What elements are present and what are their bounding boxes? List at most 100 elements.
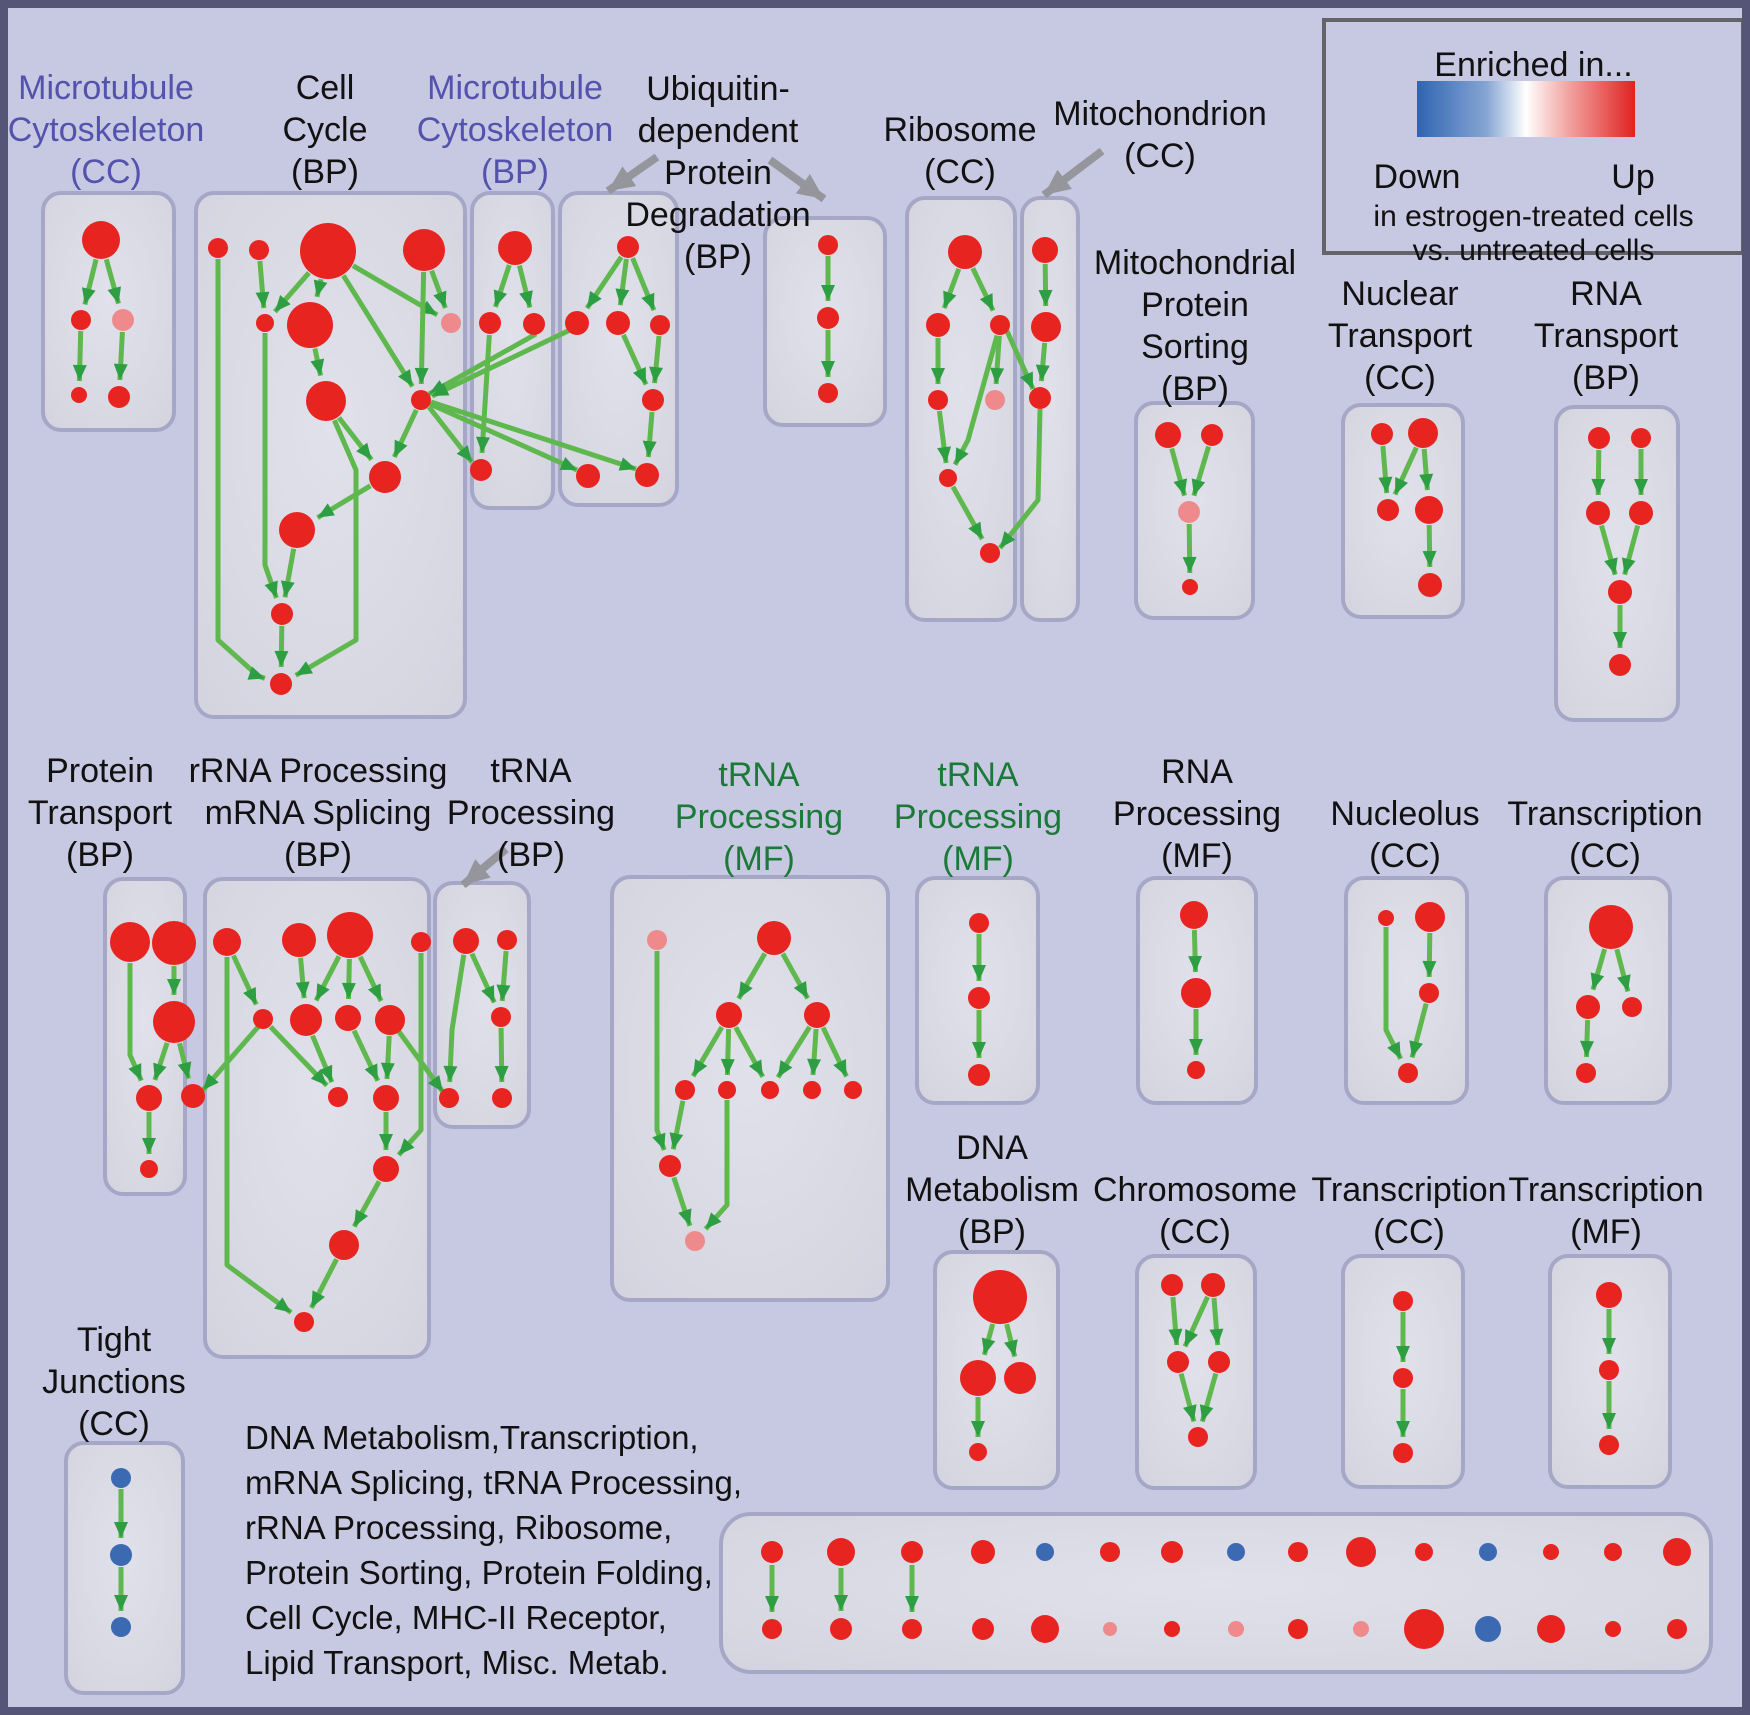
ribosome-node-4	[985, 390, 1005, 410]
strip-bottom-node-10	[1404, 1609, 1444, 1649]
strip-top-node-2	[901, 1541, 923, 1563]
trna-processing-mf-big-node-9	[659, 1155, 681, 1177]
trna-processing-mf-small-node-1	[968, 987, 990, 1009]
ubiquitin-degradation-a-box	[558, 191, 679, 507]
label-rna-transport-bp: RNA Transport (BP)	[1533, 275, 1679, 397]
microtubule-cytoskeleton-cc-edge	[103, 258, 122, 305]
strip-top-node-9	[1346, 1537, 1376, 1567]
rna-transport-node-3	[1629, 501, 1653, 525]
ubiquitin-degradation-a-edge	[649, 335, 664, 384]
label-nucleolus-cc: Nucleolus (CC)	[1330, 795, 1480, 875]
cross-edge-1	[430, 327, 572, 399]
dna-metabolism-box	[933, 1250, 1060, 1490]
transcription-cc-bot-node-1	[1393, 1368, 1413, 1388]
rrna-processing-mrna-splicing-edge	[309, 1258, 339, 1309]
label-microtubule-cytoskeleton-bp: Microtubule Cytoskeleton (BP)	[416, 69, 614, 191]
strip-bottom-node-8	[1288, 1619, 1308, 1639]
cross-edge-2	[427, 405, 474, 464]
rrna-processing-mrna-splicing-edge	[357, 955, 384, 1003]
strip-bottom-node-5	[1103, 1622, 1117, 1636]
ribosome-edge	[952, 334, 1000, 466]
strip-top-node-11	[1479, 1543, 1497, 1561]
nucleolus-node-1	[1415, 902, 1445, 932]
ubiquitin-degradation-a-node-3	[650, 315, 670, 335]
trna-processing-bp-edge	[469, 952, 497, 1004]
cell-cycle-node-9	[369, 461, 401, 493]
rrna-processing-mrna-splicing-box	[203, 877, 431, 1359]
microtubule-cytoskeleton-bp-node-1	[479, 312, 501, 334]
mitochondrial-protein-sorting-node-0	[1155, 422, 1181, 448]
dna-metabolism-edge	[981, 1323, 996, 1356]
chromosome-edge	[1182, 1295, 1210, 1348]
rrna-processing-mrna-splicing-edge	[380, 1035, 395, 1080]
label-transcription-cc-bot: Transcription (CC)	[1311, 1171, 1507, 1251]
microtubule-cytoskeleton-bp-edge	[476, 334, 492, 454]
chromosome-box	[1135, 1254, 1257, 1490]
rna-transport-node-5	[1609, 654, 1631, 676]
trna-processing-bp-node-3	[439, 1088, 459, 1108]
trna-processing-bp-node-1	[497, 930, 517, 950]
rrna-processing-mrna-splicing-edge	[352, 1180, 382, 1228]
cell-cycle-node-10	[279, 512, 315, 548]
transcription-cc-mid-node-3	[1576, 1063, 1596, 1083]
nucleolus-node-0	[1378, 910, 1394, 926]
pointer-arrow-3	[460, 845, 509, 889]
chromosome-node-2	[1167, 1351, 1189, 1373]
nucleolus-edge	[1409, 1002, 1429, 1059]
rna-transport-node-2	[1586, 501, 1610, 525]
cell-cycle-node-2	[300, 223, 356, 279]
chromosome-node-0	[1161, 1274, 1183, 1296]
tight-junctions-node-1	[110, 1544, 132, 1566]
cell-cycle-edge	[316, 483, 372, 520]
label-nuclear-transport-cc: Nuclear Transport (CC)	[1327, 275, 1473, 397]
nuclear-transport-node-2	[1377, 499, 1399, 521]
mitochondrion-node-1	[1031, 312, 1061, 342]
ubiquitin-degradation-a-edge	[630, 257, 657, 312]
rrna-processing-mrna-splicing-node-4	[253, 1009, 273, 1029]
label-mitochondrion-cc: Mitochondrion (CC)	[1053, 95, 1267, 175]
chromosome-edge	[1168, 1296, 1183, 1346]
rna-transport-node-1	[1631, 428, 1651, 448]
strip-top-node-14	[1663, 1538, 1691, 1566]
rrna-processing-mrna-splicing-edge	[313, 955, 342, 1002]
bottom-strip	[719, 1512, 1713, 1674]
trna-processing-mf-big-edge	[720, 1028, 735, 1076]
trna-processing-bp-node-4	[492, 1088, 512, 1108]
strip-bottom-node-3	[972, 1618, 994, 1640]
microtubule-cytoskeleton-cc-node-2	[112, 309, 134, 331]
protein-transport-node-2	[153, 1001, 195, 1043]
cell-cycle-edge	[274, 625, 289, 668]
microtubule-cytoskeleton-bp-edge	[493, 264, 512, 308]
trna-processing-mf-big-edge	[807, 1028, 822, 1076]
cell-cycle-node-0	[208, 238, 228, 258]
mitochondrial-protein-sorting-node-1	[1201, 424, 1223, 446]
transcription-cc-bot-node-2	[1393, 1443, 1413, 1463]
mitochondrial-protein-sorting-node-2	[1178, 501, 1200, 523]
ubiquitin-degradation-b-node-1	[817, 307, 839, 329]
trna-processing-mf-big-node-3	[804, 1002, 830, 1028]
transcription-mf-node-0	[1596, 1282, 1622, 1308]
nuclear-transport-box	[1341, 403, 1465, 619]
transcription-mf-node-2	[1599, 1435, 1619, 1455]
cell-cycle-node-1	[249, 240, 269, 260]
rna-transport-edge	[1599, 524, 1618, 576]
label-tight-junctions-cc: Tight Junctions (CC)	[42, 1321, 186, 1443]
mitochondrion-box	[1020, 196, 1080, 622]
cross-edge-3	[428, 401, 579, 473]
legend-gradient-bar	[1417, 81, 1635, 137]
microtubule-cytoskeleton-bp-node-0	[498, 231, 532, 265]
trna-processing-mf-big-edge	[690, 1025, 725, 1078]
ribosome-node-6	[980, 543, 1000, 563]
trna-processing-mf-big-edge	[733, 1026, 765, 1079]
cell-cycle-edge	[273, 271, 311, 314]
trna-processing-mf-big-edge	[652, 951, 667, 1151]
microtubule-cytoskeleton-cc-node-1	[71, 310, 91, 330]
protein-transport-edge	[177, 1042, 192, 1080]
mitochondrion-edge	[1035, 342, 1050, 382]
legend-subtitle-1: in estrogen-treated cells	[1373, 200, 1694, 233]
ubiquitin-degradation-a-edge	[615, 258, 630, 306]
rna-processing-mf-edge	[1188, 929, 1203, 973]
rna-transport-edge	[1591, 449, 1606, 496]
label-trna-processing-mf-1: tRNA Processing (MF)	[674, 756, 844, 878]
merged-categories-text: DNA Metabolism,Transcription, mRNA Splic…	[245, 1419, 743, 1681]
